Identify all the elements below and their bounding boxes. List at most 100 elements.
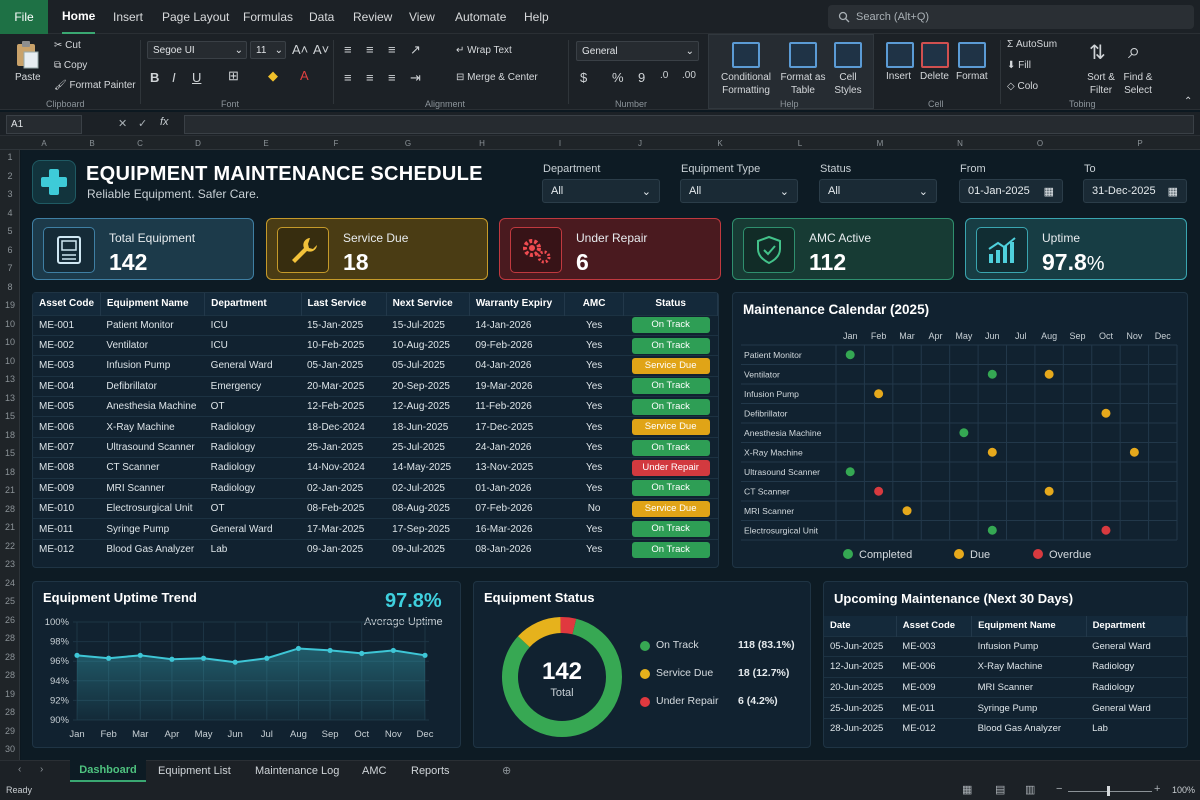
format-as-table-button[interactable]: Format as Table: [780, 72, 826, 96]
find-icon[interactable]: ⌕: [1128, 38, 1141, 63]
paste-icon[interactable]: [14, 40, 40, 70]
tab-help[interactable]: Help: [524, 10, 549, 24]
calendar-event-dot[interactable]: [987, 447, 997, 457]
tab-page-layout[interactable]: Page Layout: [162, 10, 230, 24]
donut-slice-under-repair[interactable]: [560, 617, 577, 635]
uptime-point[interactable]: [106, 655, 112, 661]
uptime-point[interactable]: [74, 652, 80, 658]
calendar-event-dot[interactable]: [987, 525, 997, 535]
column-header[interactable]: H: [479, 138, 485, 148]
formula-input[interactable]: [184, 115, 1194, 134]
donut-slice-service-due[interactable]: [518, 617, 562, 648]
row-header[interactable]: 22: [4, 540, 15, 551]
tab-view[interactable]: View: [409, 10, 435, 24]
search-input[interactable]: Search (Alt+Q): [828, 5, 1194, 29]
row-header[interactable]: 10: [4, 337, 15, 347]
orientation-icon[interactable]: ↗: [410, 42, 421, 57]
uptime-point[interactable]: [137, 652, 143, 658]
sort-filter-icon[interactable]: ⇅: [1089, 42, 1106, 64]
copy-button[interactable]: ⧉ Copy: [54, 60, 87, 71]
row-header[interactable]: 4: [7, 207, 13, 218]
delete-cells-button[interactable]: Delete: [920, 71, 949, 82]
column-header[interactable]: Asset Code: [33, 293, 101, 315]
insert-function-button[interactable]: fx: [160, 116, 169, 128]
enter-icon[interactable]: ✓: [138, 118, 148, 130]
from-date-input[interactable]: 01-Jan-2025 ▦: [959, 179, 1063, 203]
percent-icon[interactable]: %: [612, 70, 624, 85]
increase-font-icon[interactable]: A˄: [292, 42, 309, 57]
column-header[interactable]: Warranty Expiry: [469, 293, 565, 315]
column-header[interactable]: Department: [1086, 616, 1188, 636]
calendar-event-dot[interactable]: [1044, 486, 1054, 496]
row-header[interactable]: 23: [4, 559, 15, 569]
tab-data[interactable]: Data: [309, 10, 335, 24]
column-header[interactable]: J: [638, 138, 642, 148]
status-filter[interactable]: All ⌄: [819, 179, 937, 203]
calendar-event-dot[interactable]: [959, 428, 969, 438]
cut-button[interactable]: ✂ Cut: [54, 40, 81, 51]
row-header[interactable]: 28: [4, 633, 15, 643]
prev-sheet-icon[interactable]: ‹: [18, 764, 22, 775]
uptime-point[interactable]: [200, 655, 207, 661]
table-row[interactable]: ME-005 Anesthesia Machine OT 12-Feb-2025 12-…: [33, 396, 718, 417]
sheet-tab-dashboard[interactable]: Dashboard: [70, 760, 146, 782]
cancel-icon[interactable]: ✕: [118, 118, 128, 130]
column-header[interactable]: Next Service: [386, 293, 470, 315]
row-header[interactable]: 19: [4, 300, 15, 310]
table-row[interactable]: ME-009 MRI Scanner Radiology 02-Jan-2025 02-…: [33, 477, 718, 499]
row-header[interactable]: 18: [4, 466, 15, 477]
column-header[interactable]: Equipment Name: [100, 293, 206, 315]
row-header[interactable]: 19: [4, 688, 15, 699]
uptime-point[interactable]: [359, 650, 365, 656]
next-sheet-icon[interactable]: ›: [40, 764, 44, 775]
row-header[interactable]: 28: [4, 651, 15, 662]
table-row[interactable]: ME-008 CT Scanner Radiology 14-Nov-2024 14-M…: [33, 457, 718, 479]
cell-styles-icon[interactable]: [834, 42, 862, 68]
row-header[interactable]: 15: [4, 411, 15, 421]
align-left-icon[interactable]: ≡: [344, 70, 352, 85]
zoom-out-icon[interactable]: −: [1056, 783, 1063, 795]
calendar-event-dot[interactable]: [987, 369, 997, 379]
zoom-slider-thumb[interactable]: [1107, 786, 1110, 796]
row-header[interactable]: 18: [4, 429, 15, 440]
table-row[interactable]: 25-Jun-2025 ME-011 Syringe Pump General War…: [824, 697, 1187, 719]
column-header[interactable]: Date: [824, 616, 897, 636]
paste-button[interactable]: Paste: [15, 72, 41, 83]
column-header[interactable]: G: [404, 138, 412, 148]
sheet-tab-equipment-list[interactable]: Equipment List: [158, 765, 231, 777]
calendar-event-dot[interactable]: [1101, 408, 1111, 418]
fill-color-icon[interactable]: ◆: [268, 68, 278, 83]
calendar-event-dot[interactable]: [1044, 369, 1054, 379]
calendar-event-dot[interactable]: [874, 389, 884, 399]
row-header[interactable]: 25: [4, 596, 15, 606]
add-sheet-icon[interactable]: ⊕: [502, 765, 512, 777]
autosum-button[interactable]: Σ AutoSum: [1007, 39, 1057, 50]
column-header[interactable]: AMC: [564, 293, 625, 315]
column-header[interactable]: F: [333, 138, 339, 148]
align-center-icon[interactable]: ≡: [366, 70, 374, 85]
format-cells-icon[interactable]: [958, 42, 986, 68]
column-header[interactable]: A: [41, 138, 47, 148]
format-table-icon[interactable]: [789, 42, 817, 68]
table-row[interactable]: 20-Jun-2025 ME-009 MRI Scanner Radiology: [824, 676, 1187, 698]
format-cells-button[interactable]: Format: [956, 71, 988, 82]
font-name-select[interactable]: Segoe UI ⌄: [147, 41, 247, 59]
uptime-point[interactable]: [422, 652, 428, 658]
uptime-point[interactable]: [295, 645, 302, 652]
tab-home[interactable]: Home: [62, 0, 96, 34]
borders-icon[interactable]: ⊞: [228, 68, 239, 83]
column-header[interactable]: Equipment Name: [971, 616, 1087, 636]
row-header[interactable]: 2: [7, 170, 13, 181]
column-header[interactable]: Department: [204, 293, 302, 315]
sheet-tab-amc[interactable]: AMC: [362, 765, 387, 777]
column-header[interactable]: M: [876, 138, 884, 148]
page-break-view-icon[interactable]: ▥: [1025, 784, 1036, 796]
collapse-ribbon-icon[interactable]: ⌃: [1184, 96, 1193, 107]
tab-automate[interactable]: Automate: [455, 10, 507, 24]
calendar-event-dot[interactable]: [902, 506, 912, 516]
row-header[interactable]: 28: [4, 670, 15, 680]
fill-button[interactable]: ⬇ Fill: [1007, 60, 1031, 71]
align-right-icon[interactable]: ≡: [388, 70, 396, 85]
column-header[interactable]: D: [195, 138, 201, 148]
uptime-point[interactable]: [264, 655, 270, 661]
